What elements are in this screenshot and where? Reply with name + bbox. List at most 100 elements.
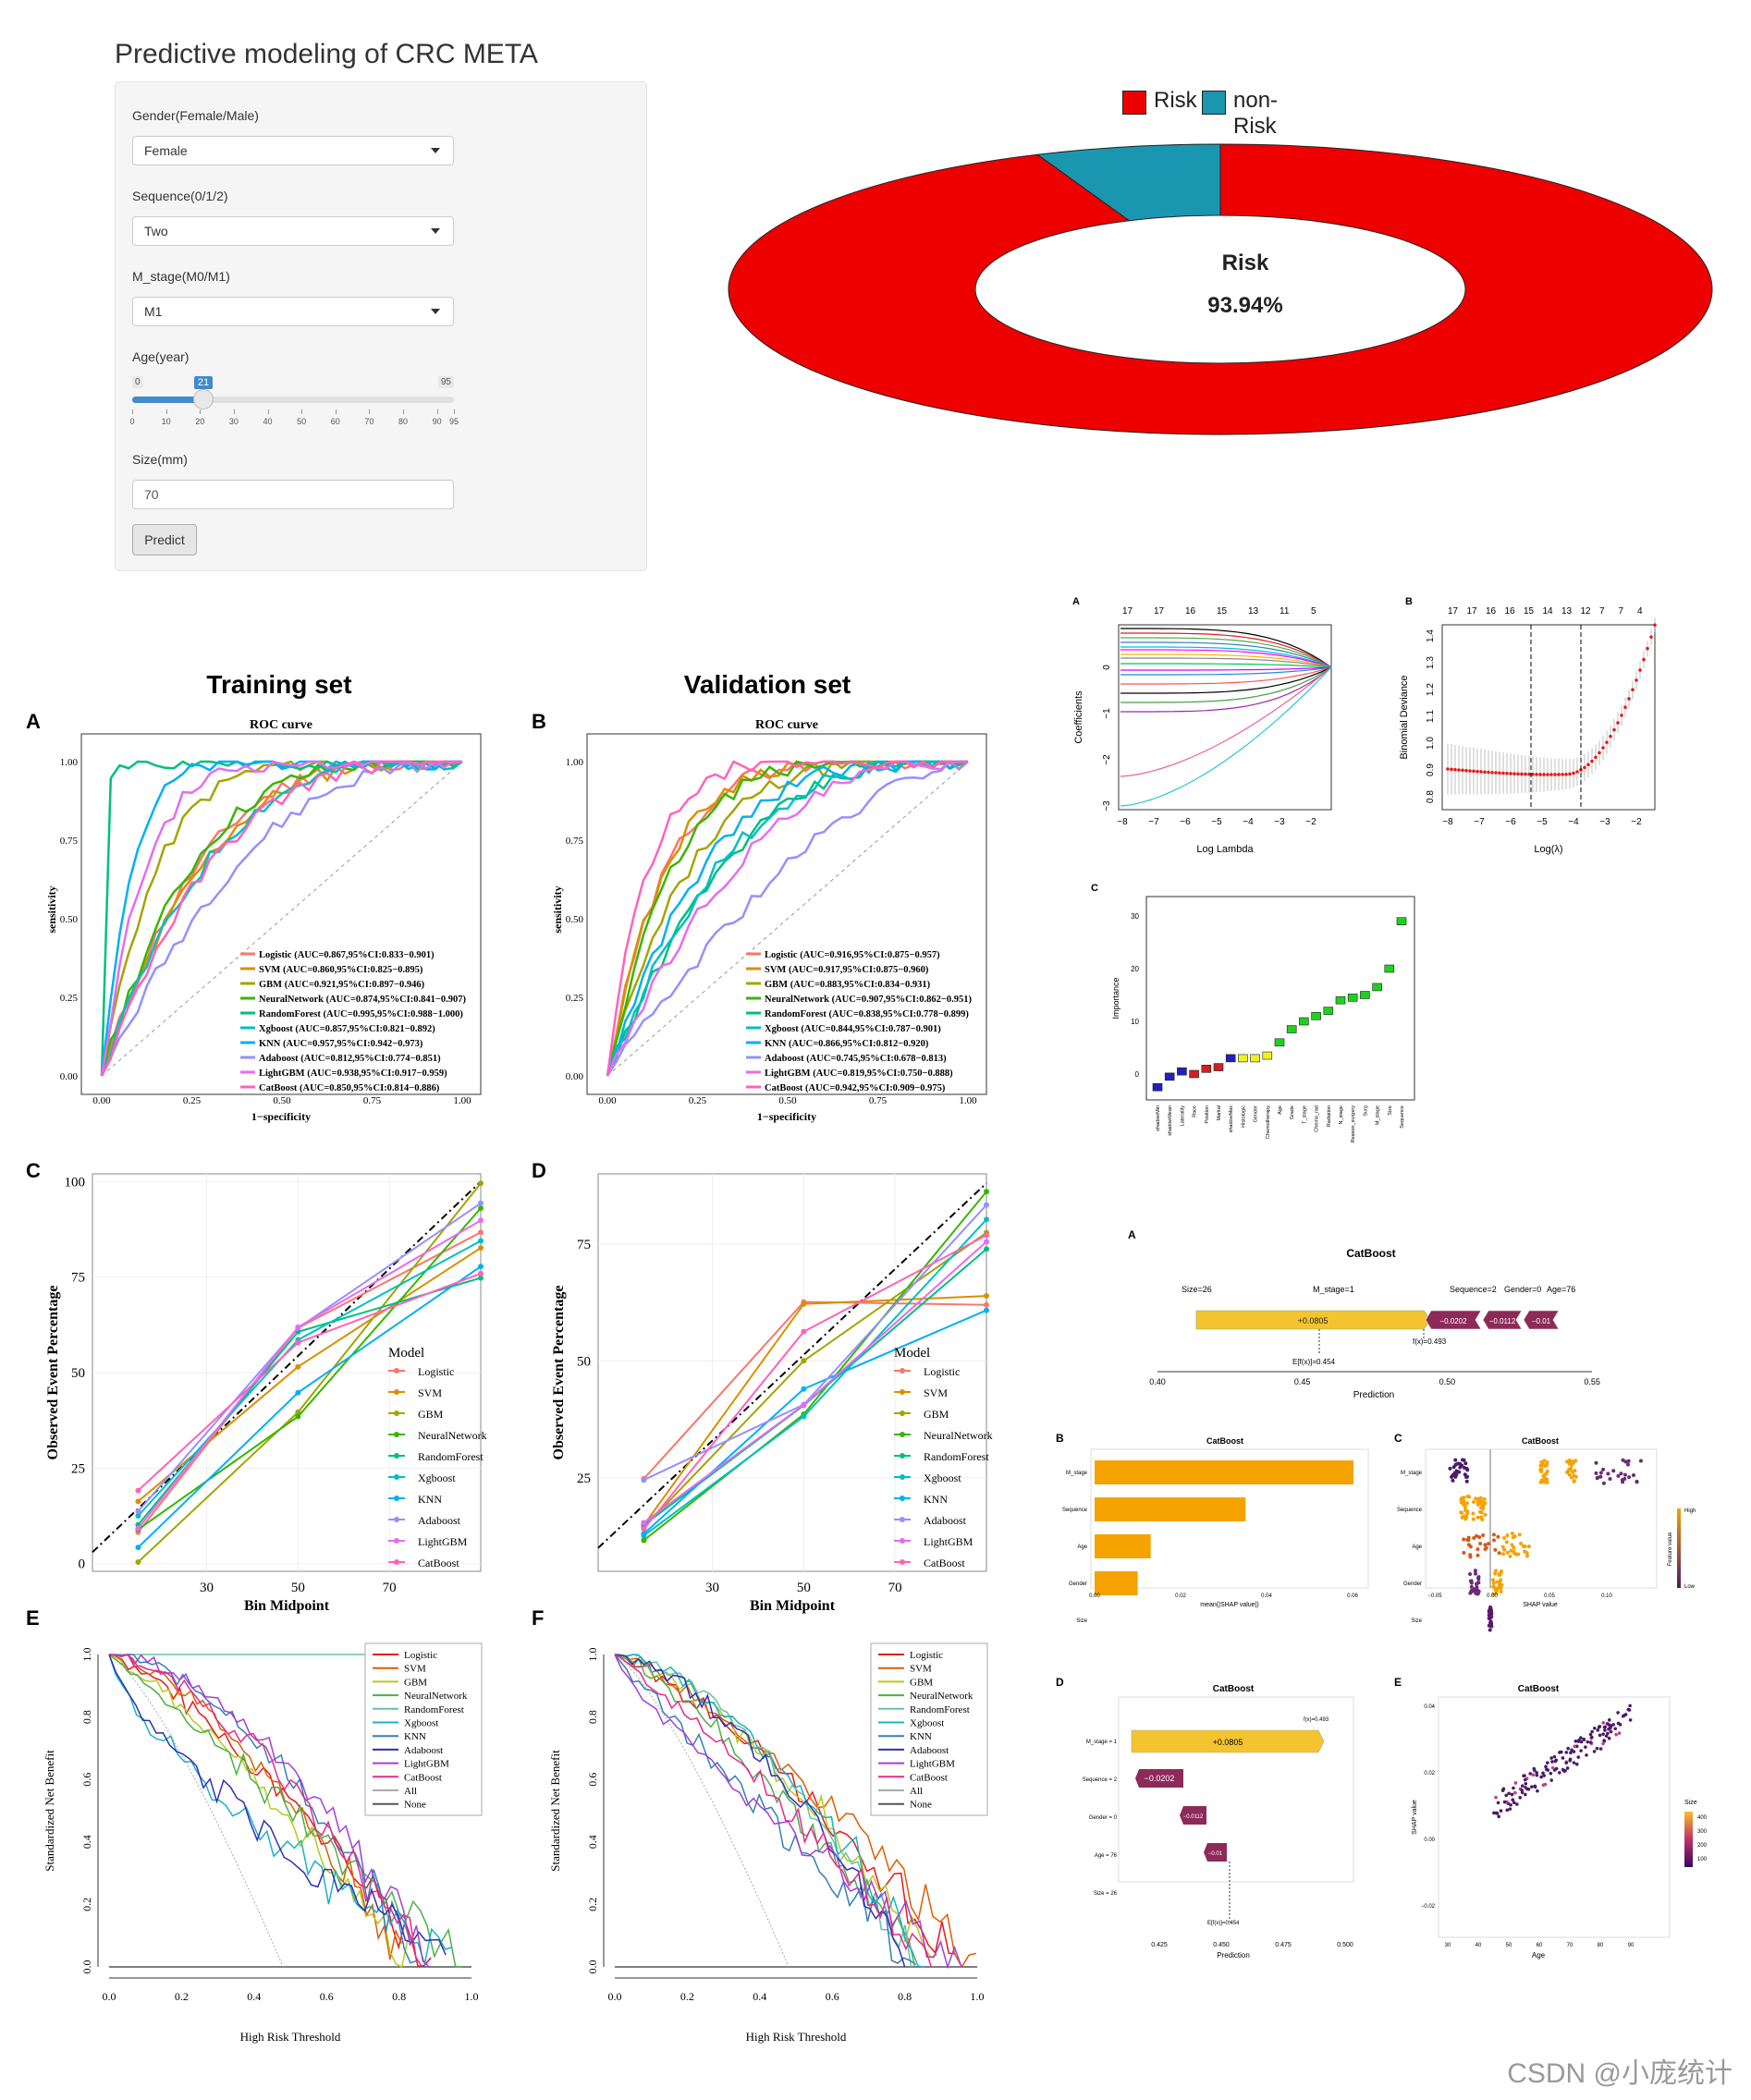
calibration-point <box>478 1229 484 1236</box>
lasso-b-x-tick: −3 <box>1599 817 1610 827</box>
shap-c-point <box>1510 1543 1514 1547</box>
shap-c-point <box>1510 1532 1514 1536</box>
shap-e-point <box>1526 1787 1531 1791</box>
sequence-select[interactable]: Two <box>132 216 454 246</box>
calibration-legend-entry: CatBoost <box>924 1557 965 1569</box>
shap-e-y-tick: 0.02 <box>1424 1771 1435 1776</box>
shap-d-title: CatBoost <box>1213 1684 1255 1694</box>
roc-legend-entry: Logistic (AUC=0.867,95%CI:0.833−0.901) <box>259 950 435 960</box>
calibration-point <box>801 1300 807 1307</box>
importance-box <box>1323 1007 1334 1015</box>
calibration-y-tick: 25 <box>71 1461 85 1476</box>
dca-legend-entry: Adaboost <box>910 1745 949 1756</box>
slider-tick <box>165 409 167 414</box>
panel-label-lasso-b: B <box>1405 596 1413 607</box>
shap-c-point <box>1476 1577 1481 1581</box>
shap-c-point <box>1463 1503 1467 1508</box>
lasso-a-x-tick: −5 <box>1211 817 1222 827</box>
shap-b-bar <box>1095 1460 1353 1484</box>
shap-e-x-tick: 30 <box>1445 1943 1451 1948</box>
shap-e-point <box>1531 1773 1536 1777</box>
calibration-point <box>984 1202 989 1208</box>
deviance-point <box>1546 773 1549 776</box>
m-stage-select[interactable]: M1 <box>132 297 454 326</box>
shap-c-point <box>1475 1581 1480 1585</box>
shap-c-point <box>1621 1480 1625 1484</box>
watermark: CSDN @小庞统计 <box>1507 2058 1733 2089</box>
shap-c-point <box>1483 1547 1488 1552</box>
shap-e-point <box>1558 1751 1561 1754</box>
shap-e-x-tick: 60 <box>1537 1943 1543 1948</box>
importance-feature-label: Gender <box>1254 1105 1259 1123</box>
shap-e-point <box>1518 1796 1523 1800</box>
shap-c-point <box>1502 1535 1507 1540</box>
calibration-point <box>801 1413 807 1420</box>
shap-e-point <box>1596 1728 1600 1732</box>
calibration-y-tick: 25 <box>577 1471 591 1486</box>
shap-d-plot <box>1118 1696 1354 1883</box>
shap-c-point <box>1493 1547 1498 1552</box>
calibration-x-tick: 70 <box>888 1581 902 1595</box>
age-slider[interactable]: 0 95 21 0 10 20 30 40 50 60 70 80 90 95 <box>129 376 459 426</box>
shap-d-efx: E[f(x)]=0.454 <box>1207 1921 1240 1926</box>
lasso-b-plot <box>1441 624 1656 811</box>
dca-model-line <box>108 1654 430 1968</box>
roc-legend-entry: Logistic (AUC=0.916,95%CI:0.875−0.957) <box>765 950 940 960</box>
shap-e-point <box>1598 1725 1602 1728</box>
slider-tick <box>436 409 438 414</box>
deviance-point <box>1457 768 1461 772</box>
dca-x-tick: 0.2 <box>175 1990 189 2003</box>
dca-x-tick: 0.6 <box>320 1990 334 2003</box>
slider-tick-label: 90 <box>432 417 442 426</box>
importance-box <box>1225 1054 1236 1063</box>
shap-e-point <box>1500 1788 1505 1792</box>
shap-c-point <box>1464 1515 1469 1520</box>
shap-c-point <box>1594 1460 1598 1465</box>
shap-c-point <box>1475 1533 1479 1538</box>
age-slider-track[interactable] <box>132 397 454 403</box>
calibration-point <box>295 1339 301 1346</box>
slider-tick-label: 60 <box>330 417 340 426</box>
shap-e-point <box>1607 1718 1611 1722</box>
shap-c-point <box>1619 1471 1623 1476</box>
lasso-a-top-tick: 11 <box>1280 606 1290 617</box>
predict-button[interactable]: Predict <box>132 524 197 556</box>
shap-e-point <box>1590 1735 1594 1740</box>
shap-e-label: E <box>1394 1676 1402 1689</box>
shap-c-point <box>1453 1458 1458 1462</box>
dca-legend-entry: Logistic <box>404 1650 437 1661</box>
shap-c-label: C <box>1394 1432 1402 1445</box>
calibration-point <box>984 1246 989 1252</box>
age-slider-handle[interactable] <box>192 389 214 409</box>
shap-c-point <box>1461 1515 1465 1520</box>
importance-y-tick: 0 <box>1135 1070 1140 1079</box>
dca-legend-entry: All <box>910 1786 923 1797</box>
shap-a-x-tick: 0.50 <box>1439 1377 1456 1386</box>
shap-c-point <box>1487 1616 1491 1620</box>
size-input[interactable] <box>132 480 454 509</box>
shap-e-point <box>1621 1714 1625 1718</box>
deviance-point <box>1501 771 1505 775</box>
slider-tick-label: 20 <box>195 417 205 426</box>
calibration-legend-entry: GBM <box>418 1408 444 1421</box>
deviance-point <box>1490 770 1494 775</box>
shap-b-feature: Age <box>1077 1544 1087 1550</box>
calibration-legend-entry: RandomForest <box>924 1450 989 1463</box>
shap-e-point <box>1565 1766 1570 1770</box>
calibration-ideal-line <box>597 1182 987 1549</box>
calibration-x-tick: 30 <box>705 1581 719 1595</box>
shap-c-point <box>1462 1550 1466 1555</box>
shap-e-point <box>1550 1760 1554 1764</box>
dca-y-tick: 0.6 <box>586 1773 599 1787</box>
shap-c-point <box>1501 1552 1506 1557</box>
gender-select[interactable]: Female <box>132 136 454 165</box>
shap-c-point <box>1543 1464 1548 1469</box>
shap-e-point <box>1592 1726 1597 1730</box>
importance-box <box>1384 964 1395 973</box>
shap-c-point <box>1472 1535 1476 1540</box>
age-slider-min: 0 <box>132 376 143 388</box>
calibration-legend-entry: GBM <box>924 1408 949 1421</box>
calibration-legend-dot <box>900 1389 905 1395</box>
slider-tick <box>335 409 337 414</box>
deviance-point <box>1553 773 1557 776</box>
